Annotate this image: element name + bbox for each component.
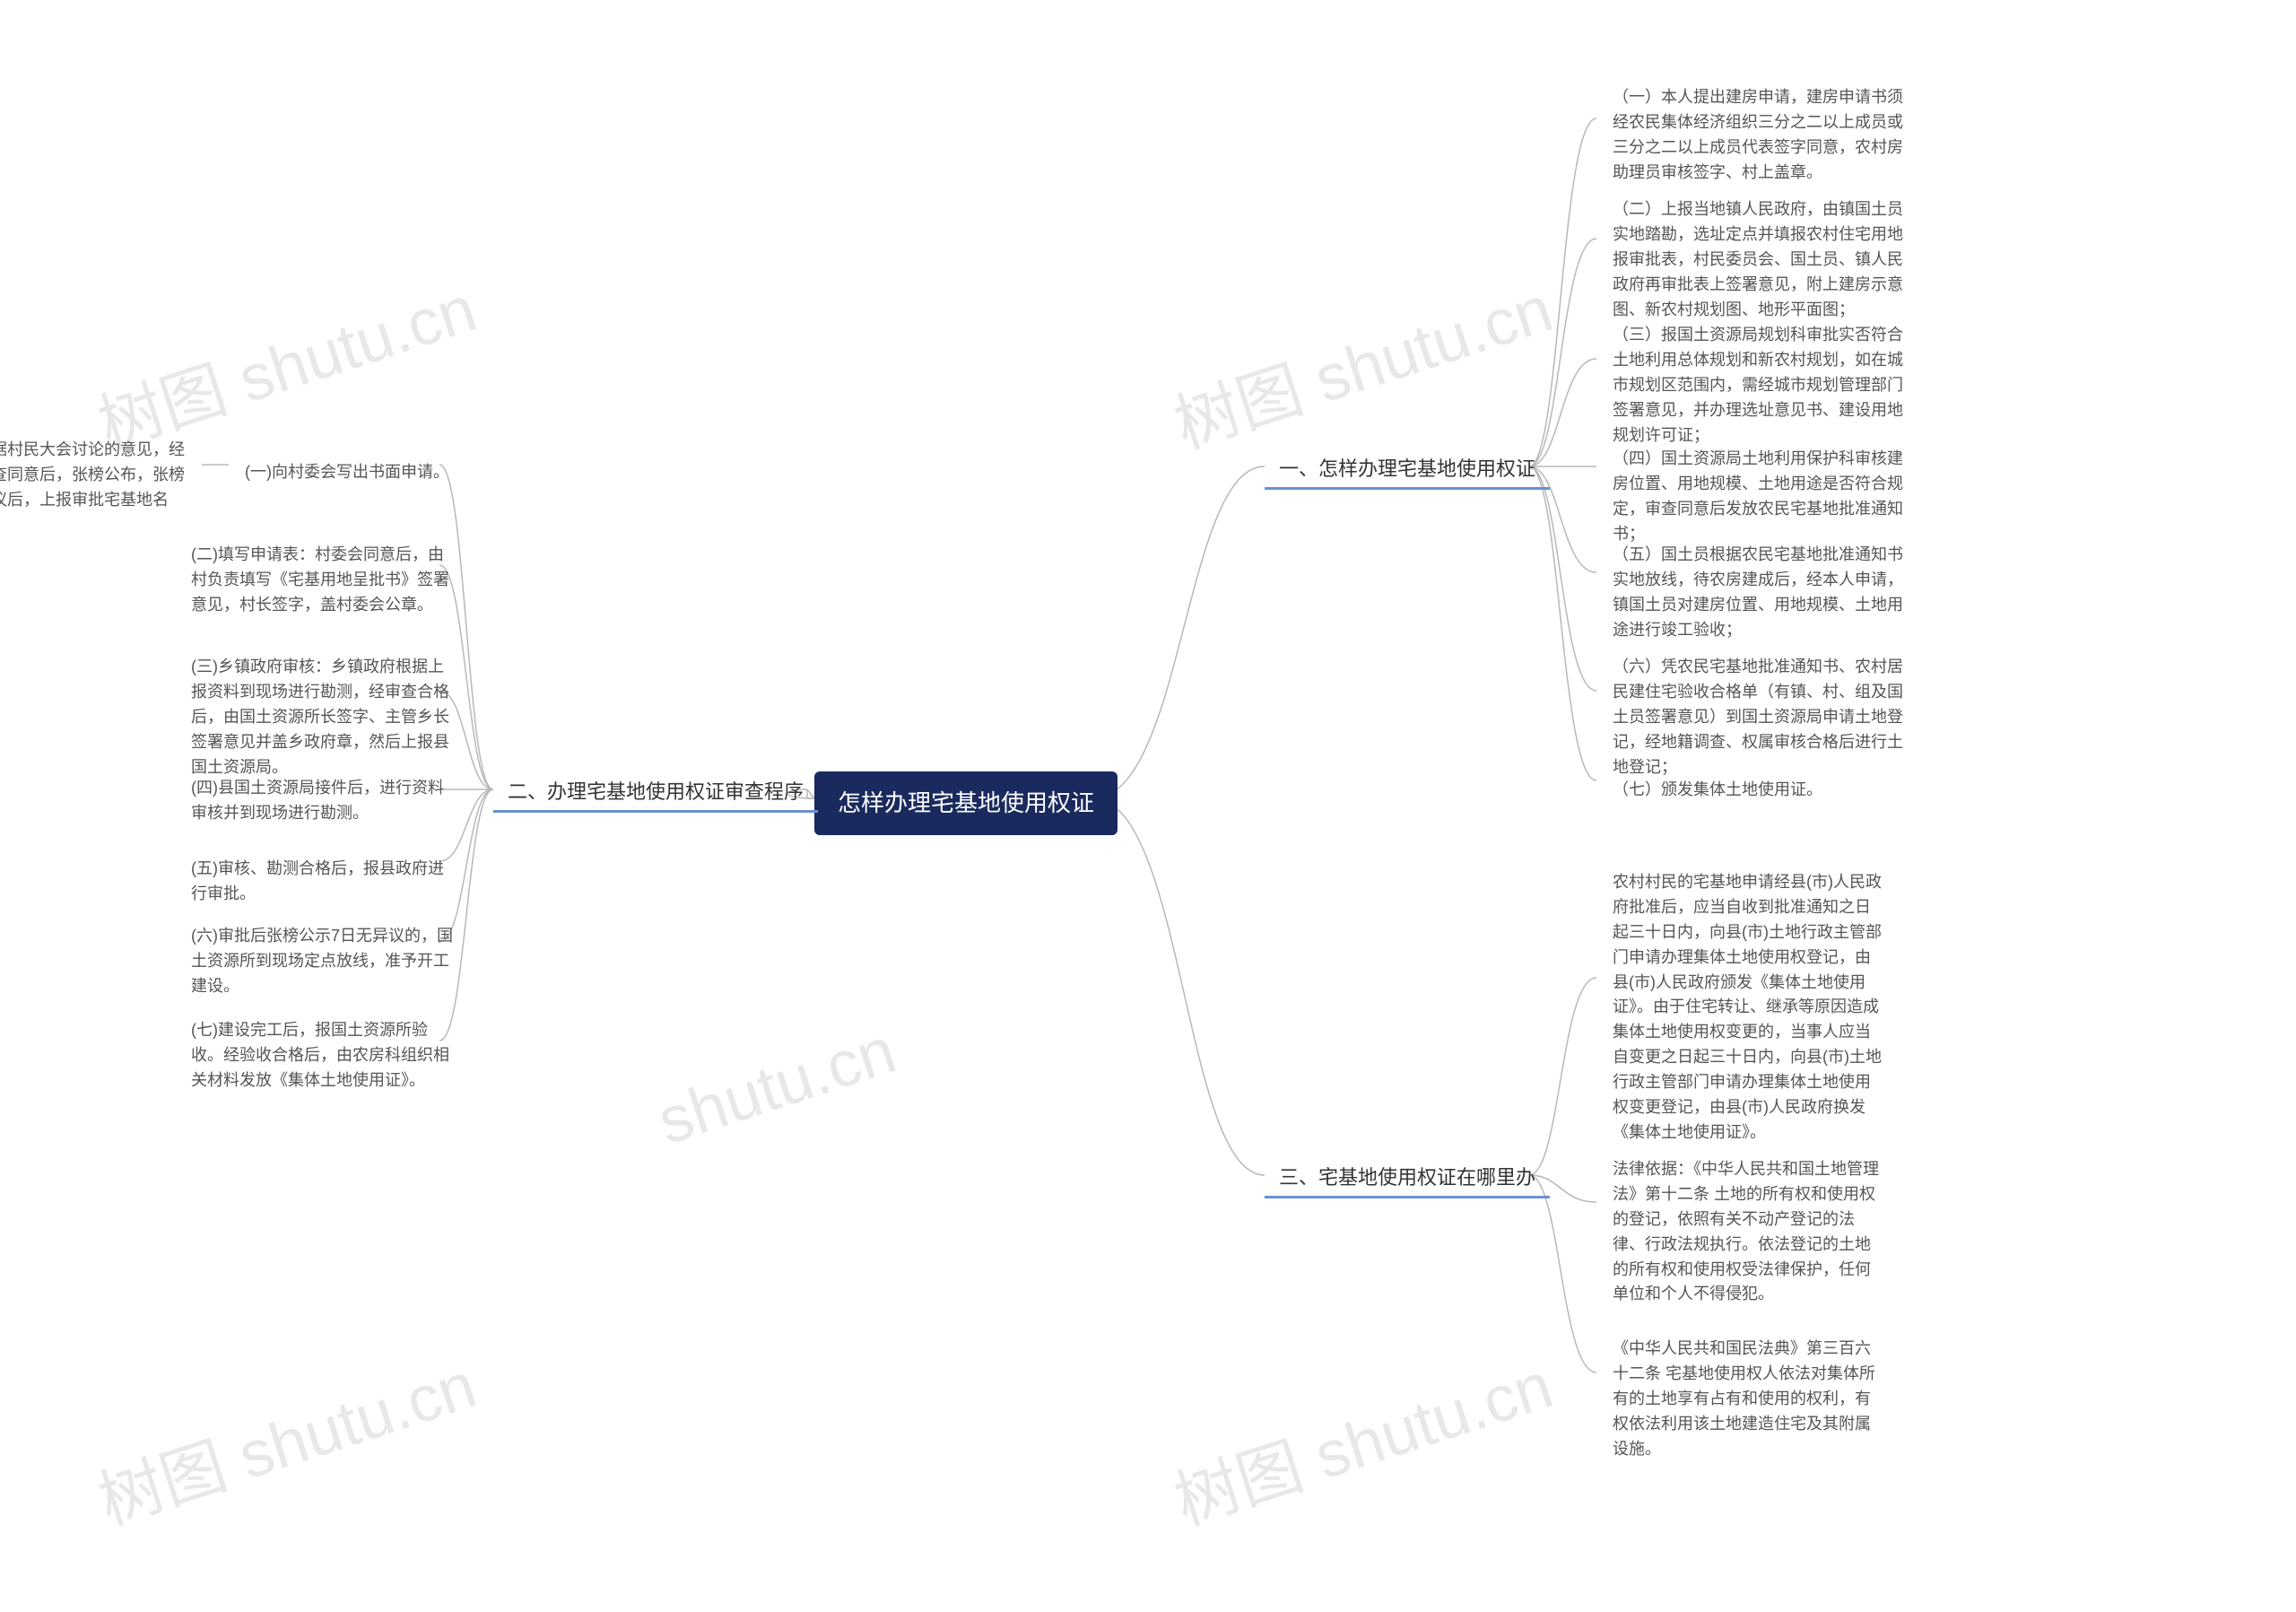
leaf-b3-1: 农村村民的宅基地申请经县(市)人民政府批准后，应当自收到批准通知之日起三十日内，… bbox=[1596, 861, 1901, 1155]
leaf-b2-2: (二)填写申请表：村委会同意后，由村负责填写《宅基用地呈批书》签署意见，村长签字… bbox=[175, 534, 471, 627]
branch-2: 二、办理宅基地使用权证审查程序 bbox=[493, 770, 818, 813]
leaf-b2-6: (六)审批后张榜公示7日无异议的，国土资源所到现场定点放线，准予开工建设。 bbox=[175, 915, 471, 1008]
leaf-b1-5: （五）国土员根据农民宅基地批准通知书实地放线，待农房建成后，经本人申请，镇国土员… bbox=[1596, 534, 1919, 652]
leaf-b1-1: （一）本人提出建房申请，建房申请书须经农民集体经济组织三分之二以上成员或三分之二… bbox=[1596, 76, 1919, 195]
leaf-b1-2: （二）上报当地镇人民政府，由镇国土员实地踏勘，选址定点并填报农村住宅用地报审批表… bbox=[1596, 188, 1919, 331]
leaf-b2-5: (五)审核、勘测合格后，报县政府进行审批。 bbox=[175, 848, 471, 916]
watermark: 树图 shutu.cn bbox=[1161, 256, 1561, 466]
mindmap-root: 怎样办理宅基地使用权证 bbox=[814, 771, 1118, 835]
leaf-b2-7: (七)建设完工后，报国土资源所验收。经验收合格后，由农房科组织相关材料发放《集体… bbox=[175, 1009, 471, 1102]
watermark: 树图 shutu.cn bbox=[84, 1332, 485, 1543]
branch-3: 三、宅基地使用权证在哪里办 bbox=[1265, 1155, 1550, 1198]
watermark: shutu.cn bbox=[649, 1014, 904, 1159]
leaf-b3-3: 《中华人民共和国民法典》第三百六十二条 宅基地使用权人依法对集体所有的土地享有占… bbox=[1596, 1328, 1901, 1470]
watermark: 树图 shutu.cn bbox=[1161, 1332, 1561, 1543]
branch-1: 一、怎样办理宅基地使用权证 bbox=[1265, 447, 1550, 490]
leaf-b2-4: (四)县国土资源局接件后，进行资料审核并到现场进行勘测。 bbox=[175, 767, 471, 835]
leaf-b1-3: （三）报国土资源局规划科审批实否符合土地利用总体规划和新农村规划，如在城市规划区… bbox=[1596, 314, 1919, 457]
leaf-b2-1-sub: 村委会根据村民大会讨论的意见，经村委会审查同意后，张榜公布，张榜七日无异议后，上… bbox=[0, 429, 206, 547]
leaf-b2-1: (一)向村委会写出书面申请。 bbox=[229, 451, 465, 494]
leaf-b1-6: （六）凭农民宅基地批准通知书、农村居民建住宅验收合格单（有镇、村、组及国土员签署… bbox=[1596, 646, 1919, 789]
leaf-b1-7: （七）颁发集体土地使用证。 bbox=[1596, 769, 1839, 812]
leaf-b3-2: 法律依据：《中华人民共和国土地管理法》第十二条 土地的所有权和使用权的登记，依照… bbox=[1596, 1148, 1901, 1316]
